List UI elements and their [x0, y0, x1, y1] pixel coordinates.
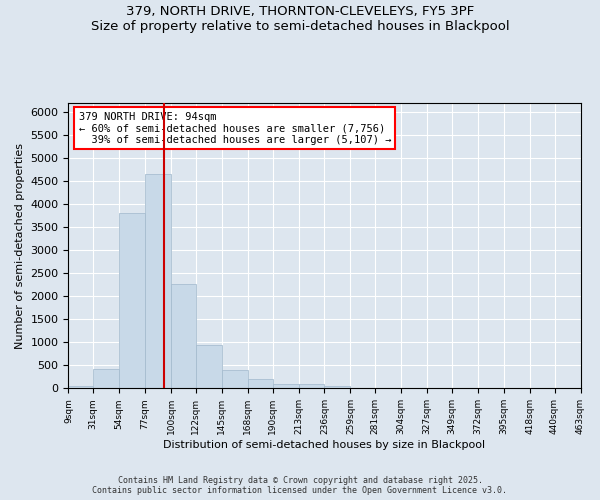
- Bar: [93, 368, 119, 388]
- Bar: [272, 384, 299, 388]
- Bar: [325, 386, 350, 388]
- X-axis label: Distribution of semi-detached houses by size in Blackpool: Distribution of semi-detached houses by …: [163, 440, 485, 450]
- Text: 379, NORTH DRIVE, THORNTON-CLEVELEYS, FY5 3PF
Size of property relative to semi-: 379, NORTH DRIVE, THORNTON-CLEVELEYS, FY…: [91, 5, 509, 33]
- Bar: [171, 284, 196, 389]
- Text: Contains HM Land Registry data © Crown copyright and database right 2025.
Contai: Contains HM Land Registry data © Crown c…: [92, 476, 508, 495]
- Bar: [196, 345, 222, 389]
- Bar: [222, 370, 248, 388]
- Bar: [145, 174, 171, 388]
- Text: 379 NORTH DRIVE: 94sqm
← 60% of semi-detached houses are smaller (7,756)
  39% o: 379 NORTH DRIVE: 94sqm ← 60% of semi-det…: [79, 112, 391, 145]
- Bar: [68, 386, 93, 388]
- Bar: [299, 384, 325, 388]
- Bar: [119, 212, 145, 388]
- Bar: [248, 379, 272, 388]
- Y-axis label: Number of semi-detached properties: Number of semi-detached properties: [15, 142, 25, 348]
